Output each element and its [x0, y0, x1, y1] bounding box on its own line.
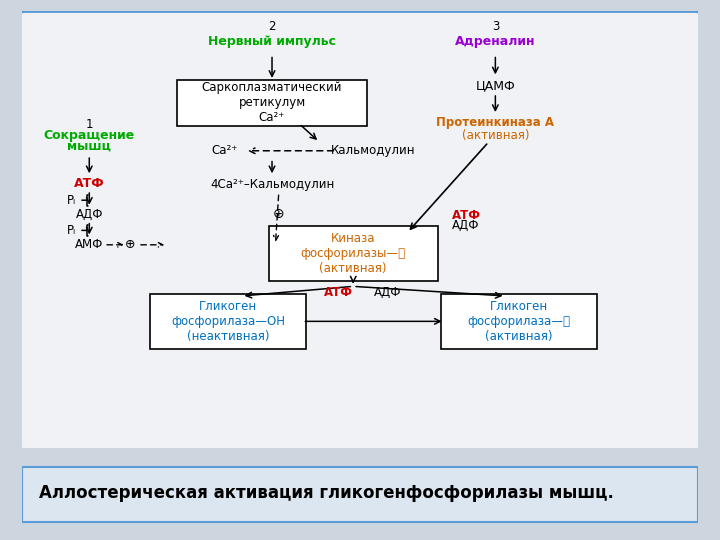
FancyBboxPatch shape [177, 80, 366, 126]
Text: Саркоплазматический
ретикулум
Ca²⁺: Саркоплазматический ретикулум Ca²⁺ [202, 81, 342, 124]
Text: АТФ: АТФ [74, 177, 104, 190]
Text: Кальмодулин: Кальмодулин [331, 144, 415, 157]
Text: Ca²⁺: Ca²⁺ [212, 144, 238, 157]
Text: Протеинкиназа А: Протеинкиназа А [436, 116, 554, 129]
Text: Нервный импульс: Нервный импульс [208, 35, 336, 48]
Text: АМФ: АМФ [75, 238, 104, 251]
Text: ЦАМФ: ЦАМФ [475, 79, 516, 92]
FancyBboxPatch shape [441, 294, 597, 349]
Text: (активная): (активная) [462, 129, 529, 141]
Text: Pᵢ: Pᵢ [66, 194, 76, 207]
FancyBboxPatch shape [150, 294, 306, 349]
Text: ⊕: ⊕ [273, 207, 284, 221]
Text: Гликоген
фосфорилаза—OH
(неактивная): Гликоген фосфорилаза—OH (неактивная) [171, 300, 285, 343]
FancyBboxPatch shape [269, 226, 438, 281]
Text: Аллостерическая активация гликогенфосфорилазы мышц.: Аллостерическая активация гликогенфосфор… [39, 484, 613, 502]
Text: Гликоген
фосфорилаза—Ⓟ
(активная): Гликоген фосфорилаза—Ⓟ (активная) [467, 300, 570, 343]
Text: Киназа
фосфорилазы—Ⓟ
(активная): Киназа фосфорилазы—Ⓟ (активная) [301, 232, 406, 275]
Text: 1: 1 [86, 118, 93, 131]
Text: АДФ: АДФ [374, 286, 401, 299]
Text: мышц: мышц [68, 140, 111, 153]
Text: Сокращение: Сокращение [44, 129, 135, 142]
FancyBboxPatch shape [19, 12, 701, 449]
Text: Pᵢ: Pᵢ [66, 224, 76, 237]
Text: ⊕: ⊕ [125, 238, 135, 251]
Text: АТФ: АТФ [324, 286, 354, 299]
Text: АТФ: АТФ [452, 209, 481, 222]
Text: 2: 2 [269, 19, 276, 32]
Text: АДФ: АДФ [76, 208, 103, 221]
Text: Адреналин: Адреналин [455, 35, 536, 48]
Text: АДФ: АДФ [452, 219, 480, 232]
Text: 4Ca²⁺–Кальмодулин: 4Ca²⁺–Кальмодулин [210, 178, 334, 191]
FancyBboxPatch shape [22, 467, 698, 522]
Text: 3: 3 [492, 19, 499, 32]
